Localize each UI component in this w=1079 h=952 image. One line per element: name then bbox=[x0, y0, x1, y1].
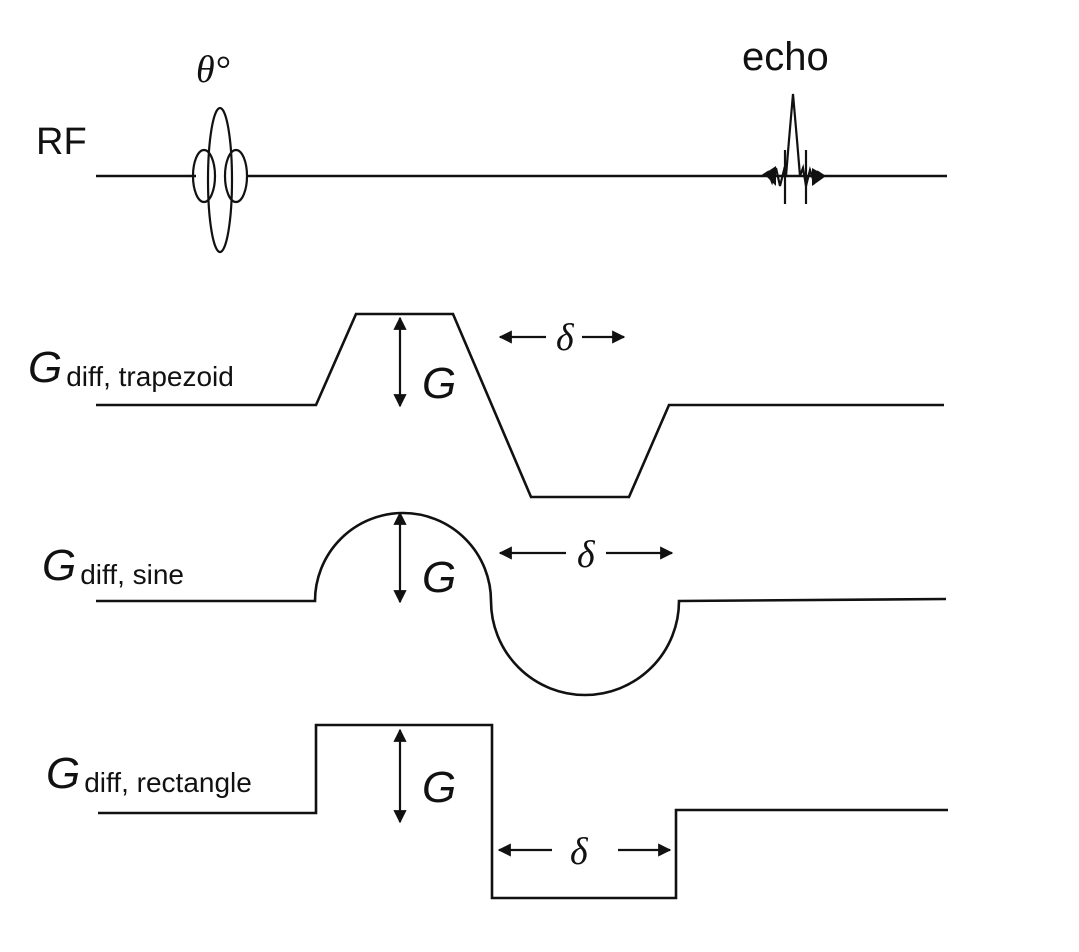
trapezoid-label: G diff, trapezoid bbox=[28, 343, 234, 392]
sine-row: G diff, sine G δ bbox=[42, 511, 947, 697]
rf-label: RF bbox=[36, 121, 87, 163]
rectangle-label: G diff, rectangle bbox=[46, 749, 252, 798]
echo-label: echo bbox=[742, 35, 829, 79]
sine-label-subscript: diff, sine bbox=[80, 559, 184, 590]
sine-waveform bbox=[96, 511, 947, 697]
sine-delta-label: δ bbox=[577, 534, 596, 576]
trapezoid-amplitude-label: G bbox=[422, 359, 456, 408]
trapezoid-delta-label: δ bbox=[556, 317, 575, 359]
sine-label-main: G bbox=[42, 541, 76, 590]
rf-row: RF θ° echo bbox=[36, 35, 947, 254]
trapezoid-label-subscript: diff, trapezoid bbox=[66, 361, 234, 392]
echo-signal bbox=[761, 93, 826, 204]
trapezoid-label-main: G bbox=[28, 343, 62, 392]
rf-pulse bbox=[191, 106, 249, 254]
sine-label: G diff, sine bbox=[42, 541, 184, 590]
rectangle-label-subscript: diff, rectangle bbox=[84, 767, 252, 798]
rectangle-waveform bbox=[98, 723, 948, 900]
sine-amplitude-label: G bbox=[422, 553, 456, 602]
flip-angle-label: θ° bbox=[196, 49, 230, 91]
rectangle-row: G diff, rectangle G δ bbox=[46, 723, 948, 900]
rectangle-delta-label: δ bbox=[570, 831, 589, 873]
rectangle-label-main: G bbox=[46, 749, 80, 798]
trapezoid-row: G diff, trapezoid G δ bbox=[28, 312, 944, 499]
trapezoid-waveform bbox=[96, 312, 944, 499]
rectangle-amplitude-label: G bbox=[422, 763, 456, 812]
